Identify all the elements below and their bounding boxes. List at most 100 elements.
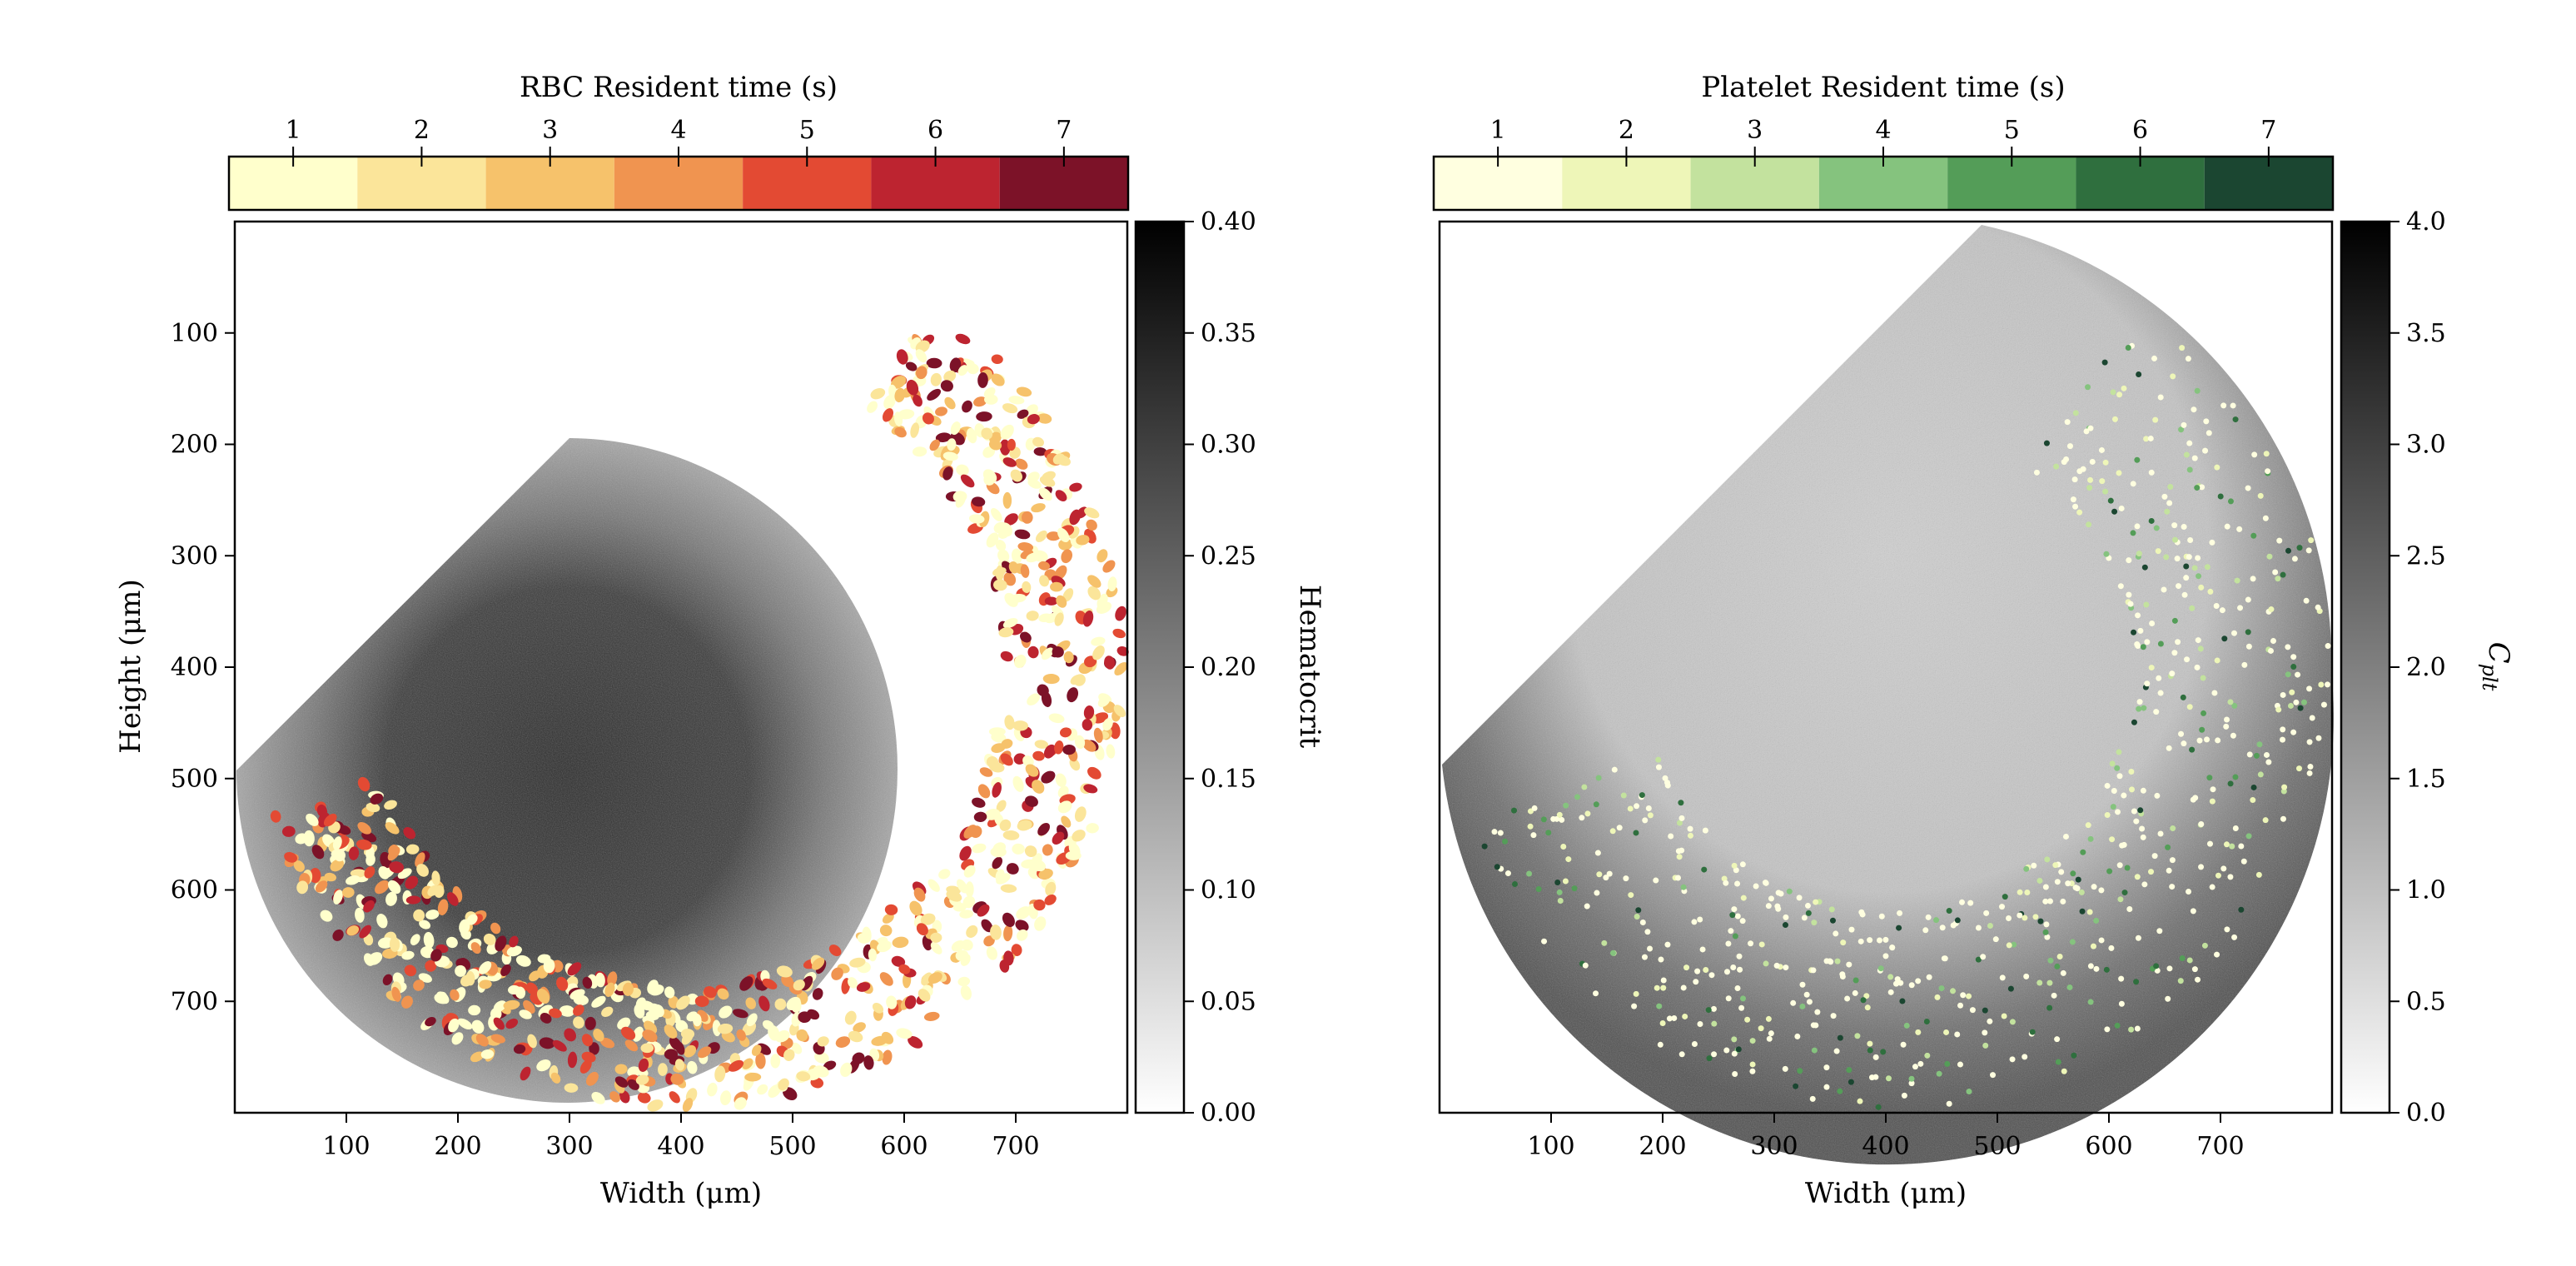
rbc-point <box>923 1011 940 1021</box>
rbc-point <box>717 988 729 1000</box>
platelet-point <box>2220 865 2227 872</box>
platelet-point <box>2116 391 2123 398</box>
rbc-point <box>658 1063 668 1076</box>
rbc-point <box>704 986 717 999</box>
platelet-point <box>2090 943 2096 950</box>
rbc-point <box>891 376 907 389</box>
rbc-point <box>909 900 922 916</box>
platelet-point <box>1658 956 1664 963</box>
rbc-point <box>459 919 470 935</box>
platelet-point <box>1882 953 1889 959</box>
rbc-point <box>950 421 961 436</box>
platelet-point <box>2029 1029 2036 1035</box>
rbc-point <box>607 971 618 987</box>
rbc-point <box>377 937 394 949</box>
platelet-point <box>2141 564 2148 571</box>
rbc-resident-colorbar: RBC Resident time (s) 1 2 3 4 5 6 7 <box>227 71 1130 212</box>
platelet-point <box>2169 670 2176 677</box>
platelet-point <box>2179 345 2186 351</box>
platelet-point <box>2262 817 2269 824</box>
platelet-point <box>1627 805 1634 812</box>
platelet-point <box>1730 964 1737 970</box>
rbc-point <box>519 1009 532 1019</box>
rbc-point <box>617 1017 631 1030</box>
rbc-point <box>1002 457 1017 467</box>
rbc-point <box>986 946 997 960</box>
platelet-point <box>2157 394 2164 401</box>
platelet-point <box>2136 551 2142 557</box>
platelet-point <box>2089 458 2096 465</box>
platelet-point <box>2036 877 2043 884</box>
platelet-point <box>2104 782 2111 789</box>
platelet-point <box>2141 705 2147 711</box>
platelet-point <box>2058 869 2065 875</box>
platelet-point <box>2296 545 2303 551</box>
rbc-point <box>415 852 425 868</box>
platelet-concentration-plot: 100 200 300 400 500 600 700 Width (μm) <box>1438 220 2334 1210</box>
rbc-point <box>495 935 507 952</box>
rbc-point <box>938 869 951 880</box>
platelet-resident-colorbar: Platelet Resident time (s) 1 2 3 4 5 6 7 <box>1432 71 2335 212</box>
rbc-resident-colorbar-frame <box>227 155 1130 212</box>
rbc-point <box>898 964 911 974</box>
rbc-x-tick-label: 400 <box>657 1132 704 1161</box>
platelet-point <box>1710 1005 1717 1012</box>
platelet-point <box>1839 974 1846 980</box>
platelet-point <box>2309 715 2315 721</box>
platelet-point <box>2101 359 2108 366</box>
rbc-point <box>337 825 351 835</box>
rbc-point <box>527 1034 537 1049</box>
platelet-point <box>2201 710 2207 716</box>
platelet-point <box>1697 1021 1703 1028</box>
rbc-point <box>346 925 360 936</box>
rbc-point <box>637 1092 651 1104</box>
platelet-point <box>2139 825 2146 832</box>
rbc-point <box>647 1099 664 1112</box>
platelet-point <box>2104 812 2111 819</box>
rbc-point <box>513 1044 526 1054</box>
rbc-point <box>669 1091 680 1104</box>
platelet-point <box>2194 387 2201 394</box>
rbc-point <box>944 396 956 410</box>
rbc-point <box>1083 784 1098 794</box>
platelet-point <box>1560 844 1567 850</box>
rbc-point <box>1015 920 1029 932</box>
platelet-point <box>1706 1055 1713 1062</box>
platelet-point <box>2140 787 2146 794</box>
platelet-point <box>1527 823 1534 830</box>
rbc-colorbar-tick-label: 0.05 <box>1201 987 1256 1016</box>
rbc-point <box>1054 612 1064 626</box>
rbc-colorbar-tick-label: 0.00 <box>1201 1099 1256 1128</box>
rbc-point <box>940 380 953 392</box>
platelet-point <box>2109 836 2116 843</box>
platelet-point <box>2128 1026 2135 1033</box>
platelet-point <box>1691 1041 1698 1048</box>
rbc-point <box>470 1051 485 1063</box>
rbc-point <box>684 1044 697 1058</box>
rbc-point <box>682 1098 694 1113</box>
rbc-point <box>904 995 917 1009</box>
platelet-point <box>2285 671 2291 678</box>
platelet-point <box>1732 1071 1738 1078</box>
rbc-point <box>1033 447 1047 456</box>
rbc-point <box>1082 610 1094 627</box>
platelet-point <box>1596 871 1603 878</box>
rbc-point <box>375 880 390 895</box>
platelet-point <box>1982 1029 1988 1036</box>
rbc-point <box>996 800 1007 812</box>
rbc-point <box>315 880 328 893</box>
platelet-x-tick-label: 500 <box>1973 1132 2021 1161</box>
platelet-point <box>1497 830 1504 836</box>
rbc-point <box>990 925 1002 940</box>
rbc-point <box>755 1052 766 1069</box>
platelet-point <box>2245 629 2251 635</box>
platelet-point <box>1880 1049 1887 1055</box>
platelet-point <box>2217 493 2224 500</box>
rbc-point <box>1052 453 1066 465</box>
platelet-point <box>1867 1040 1873 1047</box>
platelet-point <box>1535 886 1542 893</box>
rbc-point <box>844 1010 857 1025</box>
platelet-point <box>1908 1080 1915 1087</box>
platelet-point <box>2232 416 2239 423</box>
platelet-point <box>1966 993 1972 999</box>
